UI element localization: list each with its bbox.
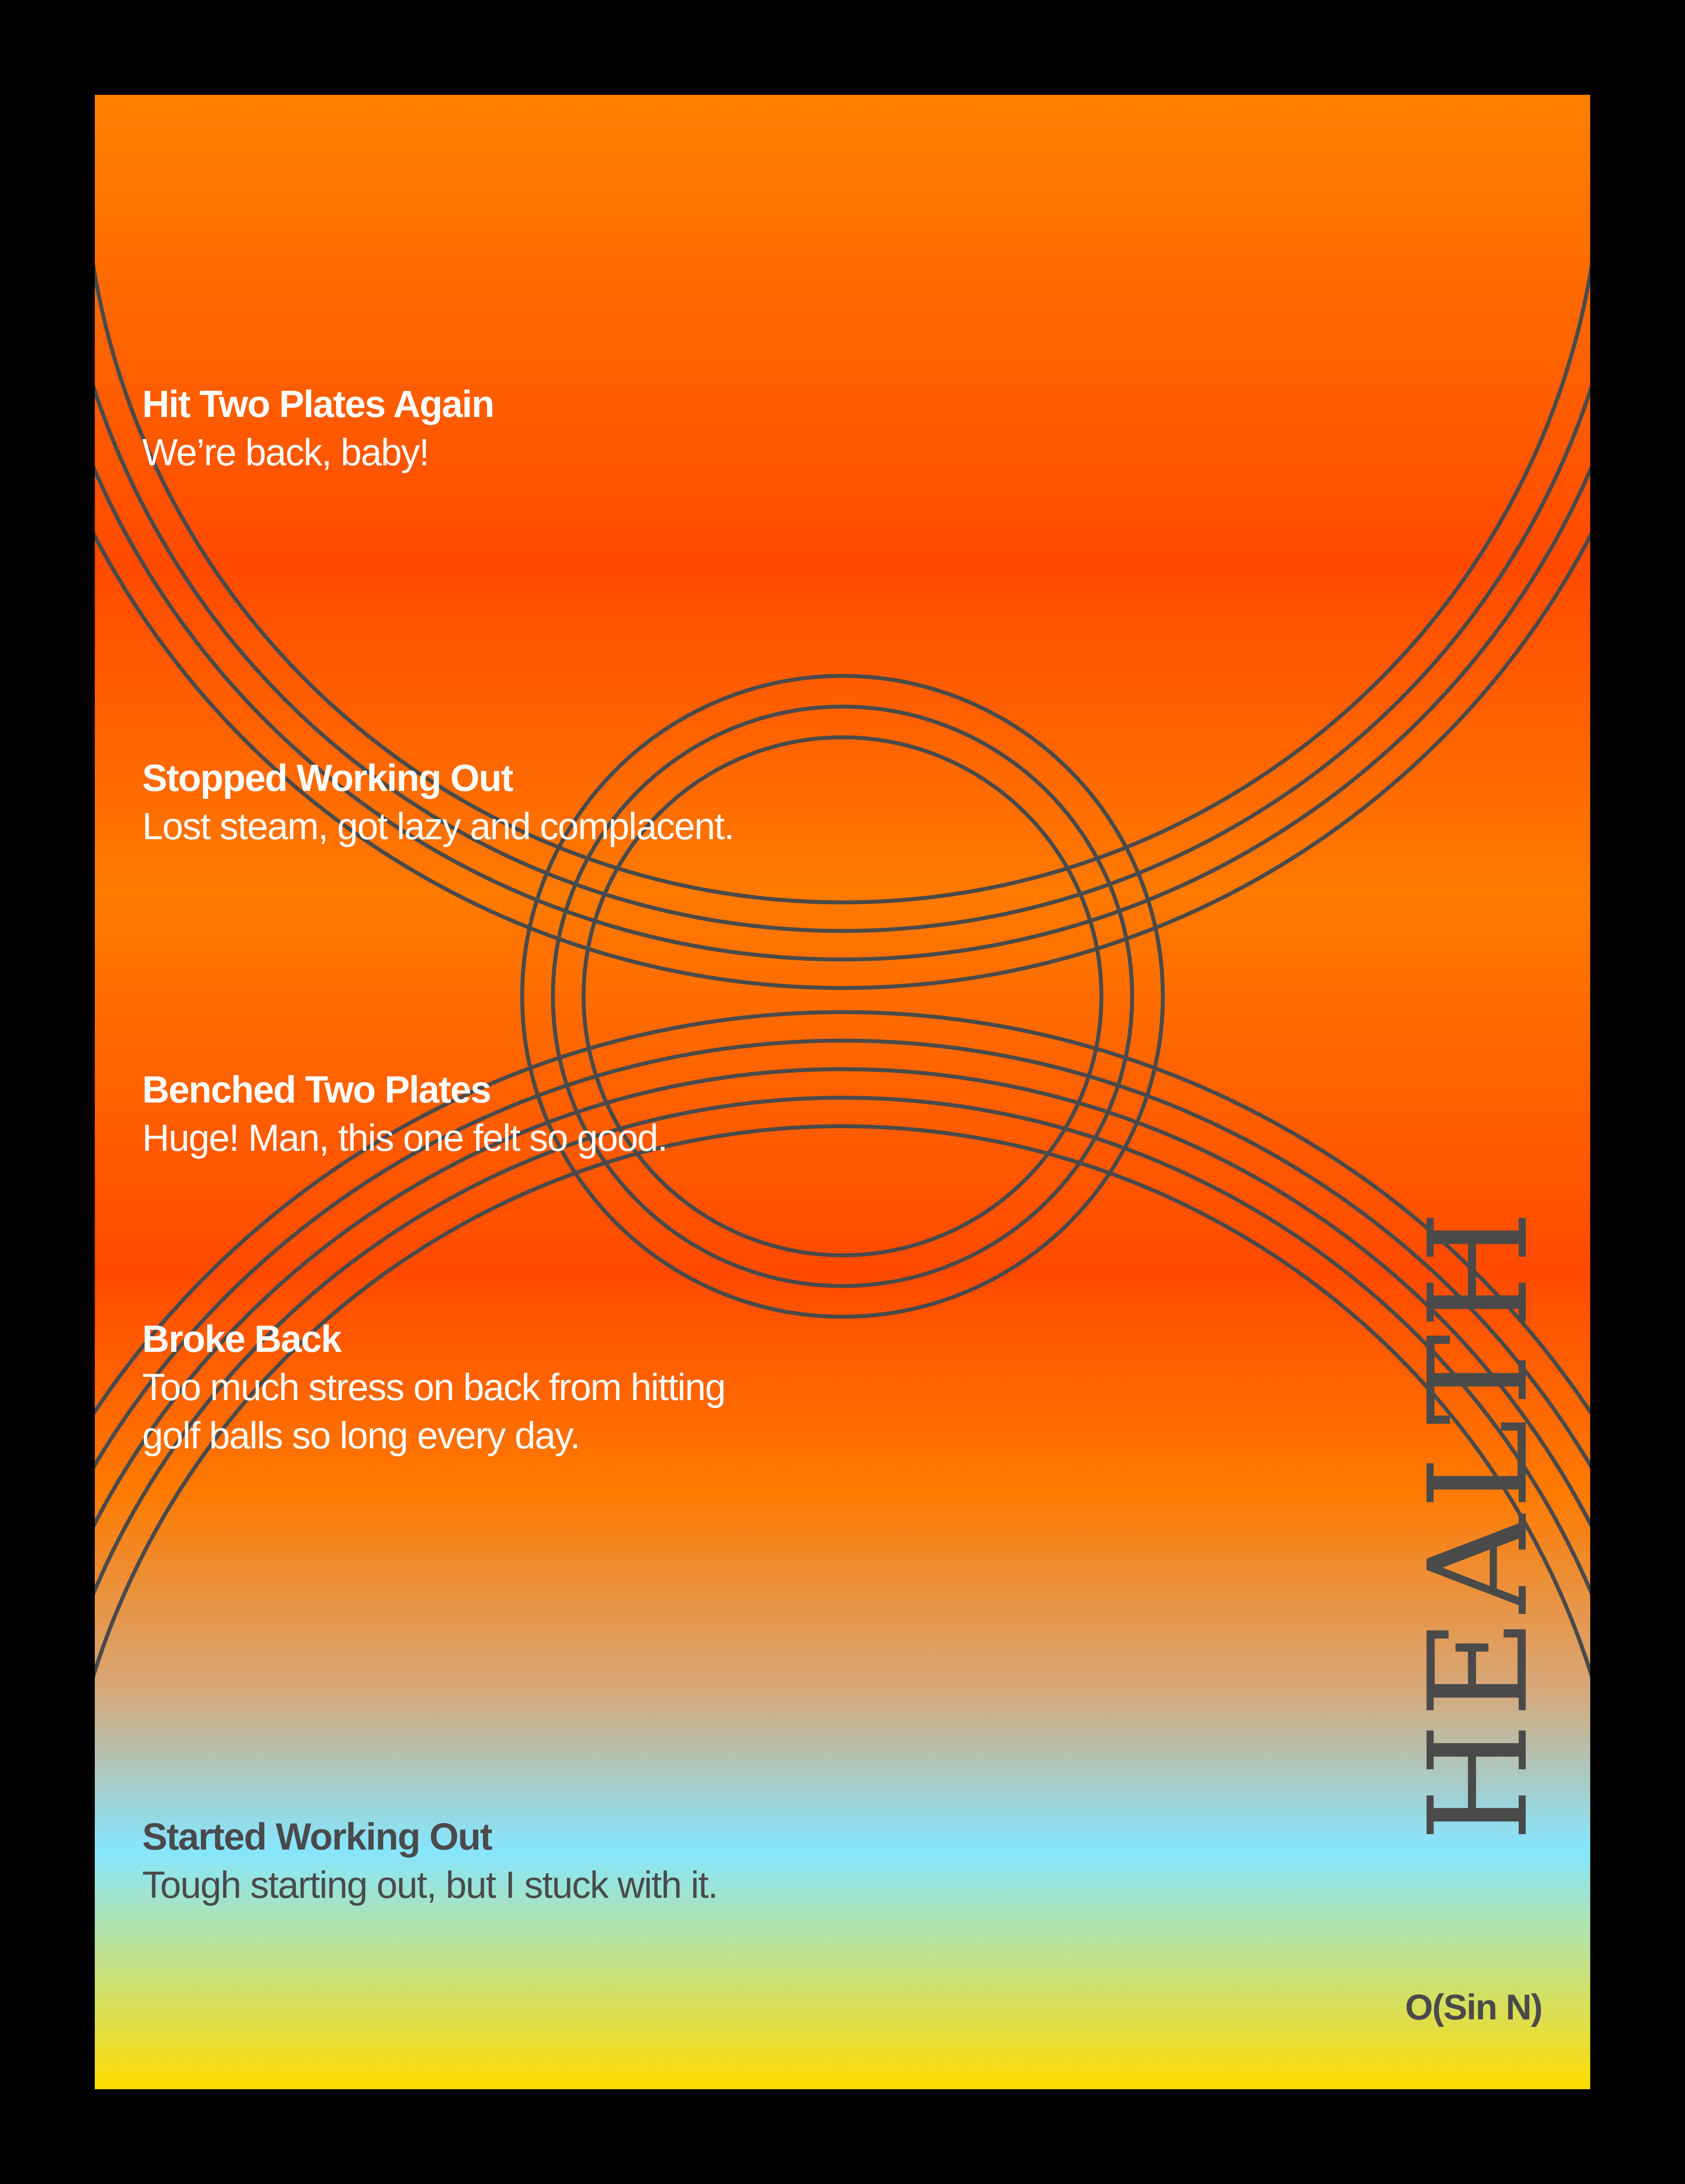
timeline-entry-hit-two-plates-again: Hit Two Plates Again We’re back, baby! — [142, 380, 495, 477]
entry-description: Too much stress on back from hitting gol… — [142, 1366, 726, 1457]
entry-title: Started Working Out — [142, 1816, 493, 1858]
top-arc-ring — [95, 531, 1590, 990]
entry-description: We’re back, baby! — [142, 431, 430, 474]
bottom-arc-ring — [95, 1039, 1590, 1469]
poster: Hit Two Plates Again We’re back, baby! S… — [95, 95, 1590, 2089]
bottom-arc-ring — [95, 1124, 1590, 1679]
bottom-arc-ring — [95, 1096, 1590, 1596]
side-word-container: HEALTH — [1400, 1087, 1558, 1842]
bottom-arc-ring — [95, 1067, 1590, 1528]
entry-description: Tough starting out, but I stuck with it. — [142, 1864, 718, 1906]
bottom-arc-group — [95, 1010, 1590, 1679]
top-arc-group — [95, 261, 1590, 990]
timeline-entry-benched-two-plates: Benched Two Plates Huge! Man, this one f… — [142, 1066, 668, 1162]
entry-title: Stopped Working Out — [142, 757, 513, 799]
timeline-entry-broke-back: Broke Back Too much stress on back from … — [142, 1315, 726, 1460]
top-arc-ring — [95, 465, 1590, 961]
top-arc-ring — [95, 384, 1590, 933]
center-ring-group — [520, 674, 1165, 1319]
brand-mark: O(Sin N) — [1405, 1987, 1543, 2027]
center-ring — [551, 704, 1134, 1288]
center-ring — [520, 674, 1165, 1319]
concentric-arcs-graphic — [95, 261, 1590, 1679]
entry-description: Huge! Man, this one felt so good. — [142, 1117, 668, 1159]
center-ring — [581, 735, 1104, 1257]
timeline-entry-stopped-working-out: Stopped Working Out Lost steam, got lazy… — [142, 754, 735, 851]
entry-description: Lost steam, got lazy and complacent. — [142, 805, 735, 848]
timeline-entry-started-working-out: Started Working Out Tough starting out, … — [142, 1813, 718, 1909]
entry-title: Broke Back — [142, 1318, 342, 1360]
entry-title: Benched Two Plates — [142, 1069, 491, 1111]
side-word-health: HEALTH — [1400, 1205, 1558, 1842]
entry-title: Hit Two Plates Again — [142, 383, 495, 425]
bottom-arc-ring — [95, 1010, 1590, 1416]
top-arc-ring — [95, 261, 1590, 904]
